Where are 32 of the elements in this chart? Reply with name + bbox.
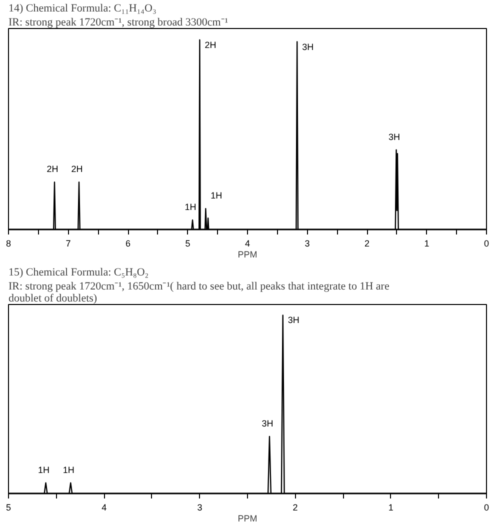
chart-subtitle: IR: strong peak 1720cm⁻¹, strong broad 3300cm⁻¹ [8,16,228,28]
annotation: 2H [204,40,216,50]
annotation: 1H [62,464,74,475]
annotation: 1H [38,464,50,475]
x-tick-label: 8 [6,238,12,248]
x-axis-title: PPM [238,250,258,260]
x-axis-title: PPM [238,514,258,524]
x-tick-label: 1 [388,502,394,512]
x-tick-label: 3 [304,238,310,248]
x-tick-label: 0 [484,502,490,512]
x-tick-label: 7 [66,238,71,248]
x-tick-label: 4 [244,238,250,248]
annotation: 3H [388,132,400,142]
x-tick-label: 5 [6,502,12,512]
annotation: 3H [302,42,314,52]
x-tick-label: 5 [185,238,190,248]
annotation: 2H [71,164,83,174]
x-tick-label: 4 [102,502,107,512]
x-tick-label: 2 [364,238,370,248]
annotation: 1H [184,202,196,212]
chart-title: 15) Chemical Formula: C₅H₈O₂ [8,266,149,278]
annotation: 3H [262,418,274,428]
x-tick-label: 0 [484,238,490,248]
chart-subtitle: IR: strong peak 1720cm⁻¹, 1650cm⁻¹( hard to see but, all peaks that integrate to 1H are doublet of doublets) [8,280,390,304]
chart-title: 14) Chemical Formula: C₁₁H₁₄O₃ [8,2,156,14]
x-tick-label: 2 [292,502,298,512]
x-tick-label: 3 [197,502,202,512]
annotation: 3H [288,315,300,326]
annotation: 1H [210,190,222,201]
x-tick-label: 6 [125,238,131,248]
annotation: 2H [46,164,58,174]
x-tick-label: 1 [424,238,430,248]
